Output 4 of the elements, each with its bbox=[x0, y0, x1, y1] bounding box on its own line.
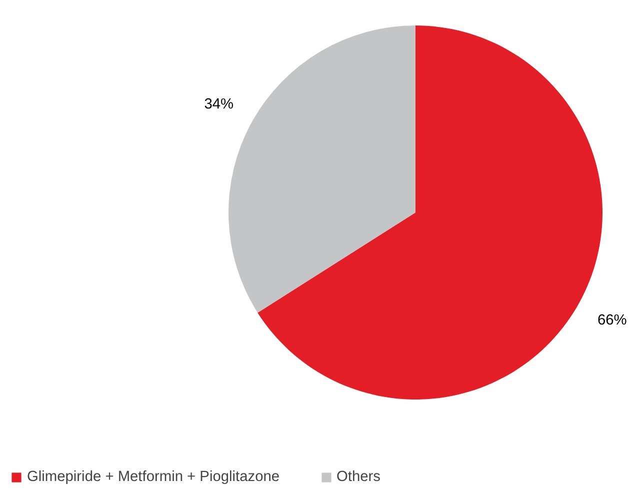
legend-label: Glimepiride + Metformin + Pioglitazone bbox=[27, 469, 280, 485]
legend-label: Others bbox=[336, 469, 381, 485]
data-label: 34% bbox=[204, 96, 234, 112]
data-label: 66% bbox=[597, 312, 627, 329]
